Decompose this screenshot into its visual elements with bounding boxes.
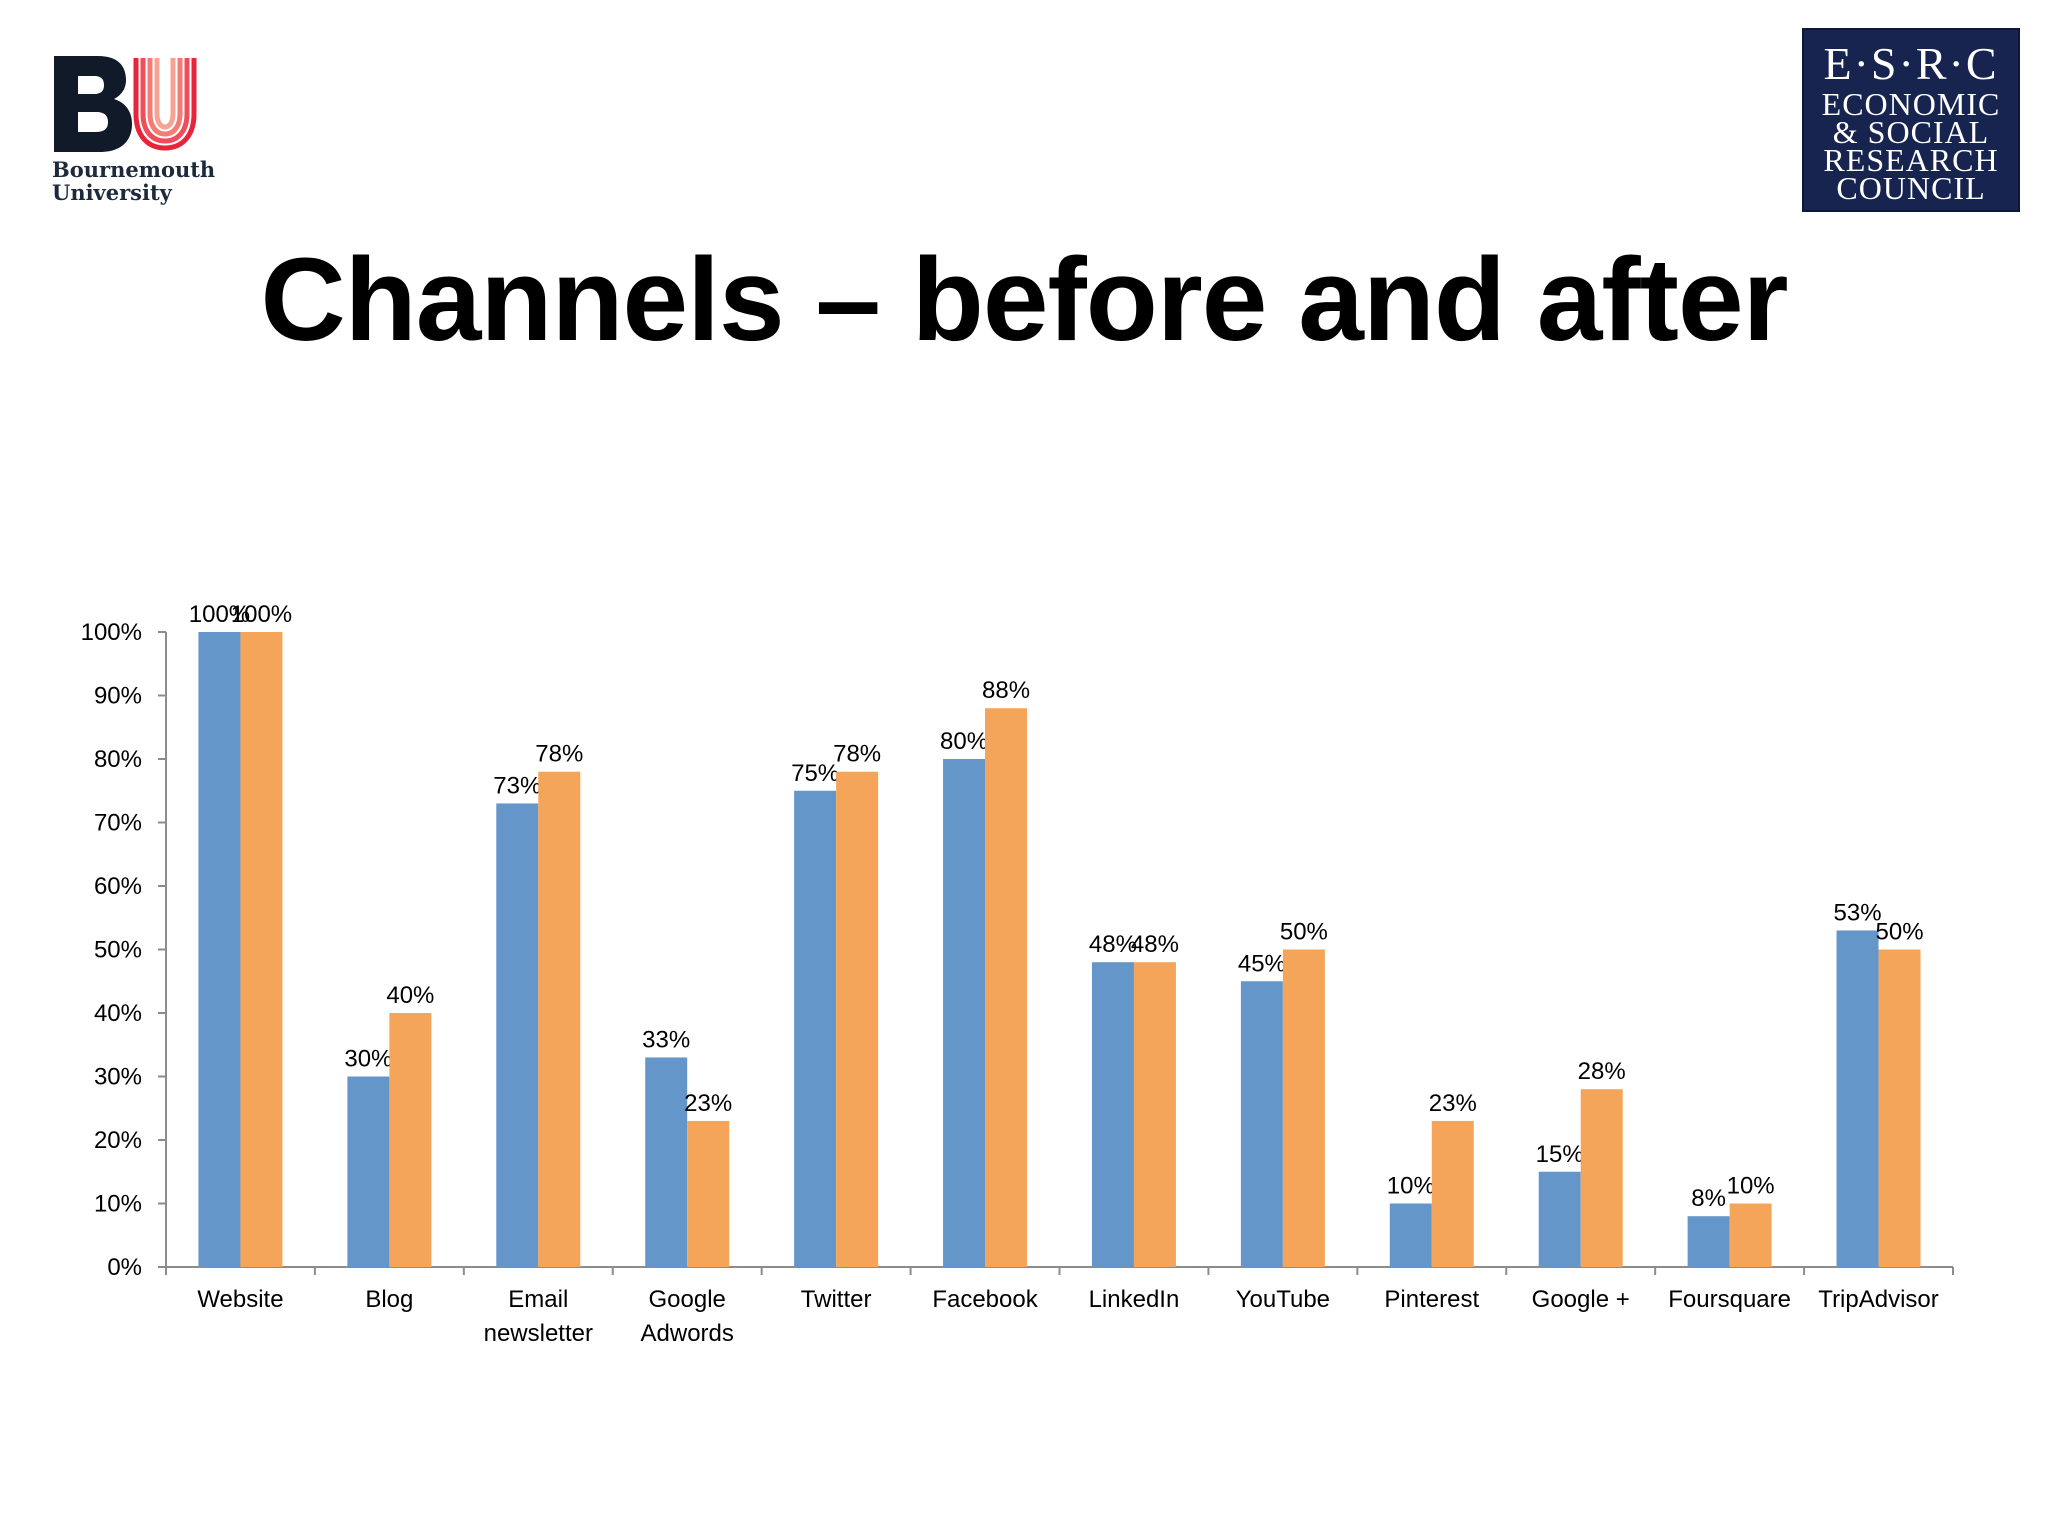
bu-logo-u-mark (133, 58, 197, 151)
y-tick-label: 100% (81, 619, 142, 646)
esrc-logo-line: & SOCIAL (1832, 114, 1990, 150)
x-category-label: YouTube (1236, 1286, 1330, 1313)
y-tick-label: 70% (94, 810, 142, 837)
bar-series-2 (1878, 949, 1921, 1267)
bar-series-2 (1431, 1120, 1474, 1267)
bu-logo-wordmark: Bournemouth University (52, 158, 222, 204)
data-label-series-1: 73% (493, 772, 541, 799)
data-label-series-2: 78% (535, 741, 583, 768)
x-category-label: Google + (1532, 1286, 1630, 1313)
x-category-label: Twitter (801, 1286, 872, 1313)
esrc-logo-acronym: E·S·R·C (1823, 38, 1999, 89)
y-tick-label: 0% (107, 1254, 142, 1281)
x-category-label: Blog (365, 1286, 413, 1313)
bar-series-1 (496, 803, 539, 1267)
data-label-series-2: 88% (982, 677, 1030, 704)
data-label-series-1: 45% (1238, 950, 1286, 977)
y-tick-label: 90% (94, 683, 142, 710)
x-category-label: Adwords (641, 1320, 734, 1347)
x-category-label: Website (197, 1286, 283, 1313)
esrc-logo-line: RESEARCH (1823, 142, 1999, 178)
slide-title: Channels – before and after (260, 234, 1788, 366)
bar-series-1 (1836, 930, 1879, 1267)
x-category-label: newsletter (484, 1320, 593, 1347)
bar-series-2 (1282, 949, 1325, 1267)
y-tick-label: 30% (94, 1064, 142, 1091)
bu-logo-b-mark (54, 56, 132, 152)
bu-logo-line2: University (52, 180, 172, 205)
data-label-series-1: 53% (1834, 899, 1882, 926)
data-label-series-1: 75% (791, 760, 839, 787)
x-category-label: Facebook (932, 1286, 1038, 1313)
bu-logo-line1: Bournemouth (52, 157, 216, 182)
bar-series-1 (1240, 981, 1283, 1267)
data-label-series-1: 10% (1387, 1173, 1435, 1200)
data-label-series-2: 50% (1876, 919, 1924, 946)
bar-series-1 (198, 632, 241, 1267)
esrc-logo-line: ECONOMIC (1821, 86, 2001, 122)
bar-series-2 (538, 771, 581, 1267)
x-category-label: TripAdvisor (1818, 1286, 1938, 1313)
data-label-series-2: 23% (684, 1090, 732, 1117)
data-label-series-1: 33% (642, 1026, 690, 1053)
data-label-series-2: 100% (231, 601, 292, 628)
y-tick-label: 10% (94, 1191, 142, 1218)
bar-series-1 (943, 759, 986, 1267)
y-tick-label: 60% (94, 873, 142, 900)
bar-series-1 (1687, 1216, 1730, 1267)
bar-series-2 (985, 708, 1028, 1267)
data-label-series-2: 28% (1578, 1058, 1626, 1085)
x-category-label: LinkedIn (1089, 1286, 1180, 1313)
y-tick-label: 40% (94, 1000, 142, 1027)
bar-series-2 (1133, 962, 1176, 1267)
bar-series-2 (687, 1120, 730, 1267)
bar-series-1 (645, 1057, 688, 1267)
y-tick-label: 50% (94, 937, 142, 964)
bar-series-2 (1729, 1203, 1772, 1267)
data-label-series-1: 30% (344, 1046, 392, 1073)
data-label-series-1: 8% (1691, 1185, 1726, 1212)
bar-series-1 (794, 790, 837, 1267)
x-category-label: Foursquare (1668, 1286, 1791, 1313)
x-category-label: Google (649, 1286, 726, 1313)
data-label-series-2: 23% (1429, 1090, 1477, 1117)
data-label-series-1: 15% (1536, 1141, 1584, 1168)
data-label-series-2: 40% (386, 982, 434, 1009)
bar-series-1 (1538, 1171, 1581, 1267)
esrc-logo-line: COUNCIL (1836, 170, 1986, 206)
bournemouth-university-logo (54, 56, 197, 152)
x-category-label: Email (508, 1286, 568, 1313)
bar-series-1 (347, 1076, 390, 1267)
data-label-series-2: 78% (833, 741, 881, 768)
bar-series-1 (1389, 1203, 1432, 1267)
y-tick-label: 80% (94, 746, 142, 773)
esrc-logo: E·S·R·C ECONOMIC & SOCIAL RESEARCH COUNC… (1802, 28, 2020, 212)
data-label-series-1: 100% (189, 601, 250, 628)
bar-series-2 (389, 1013, 432, 1267)
data-label-series-2: 48% (1131, 931, 1179, 958)
bar-series-2 (836, 771, 879, 1267)
x-category-label: Pinterest (1384, 1286, 1479, 1313)
data-label-series-2: 10% (1727, 1173, 1775, 1200)
data-label-series-1: 48% (1089, 931, 1137, 958)
data-label-series-2: 50% (1280, 919, 1328, 946)
bar-series-2 (1580, 1089, 1623, 1267)
data-label-series-1: 80% (940, 728, 988, 755)
bar-series-1 (1091, 962, 1134, 1267)
y-tick-label: 20% (94, 1127, 142, 1154)
bar-series-2 (240, 632, 283, 1267)
